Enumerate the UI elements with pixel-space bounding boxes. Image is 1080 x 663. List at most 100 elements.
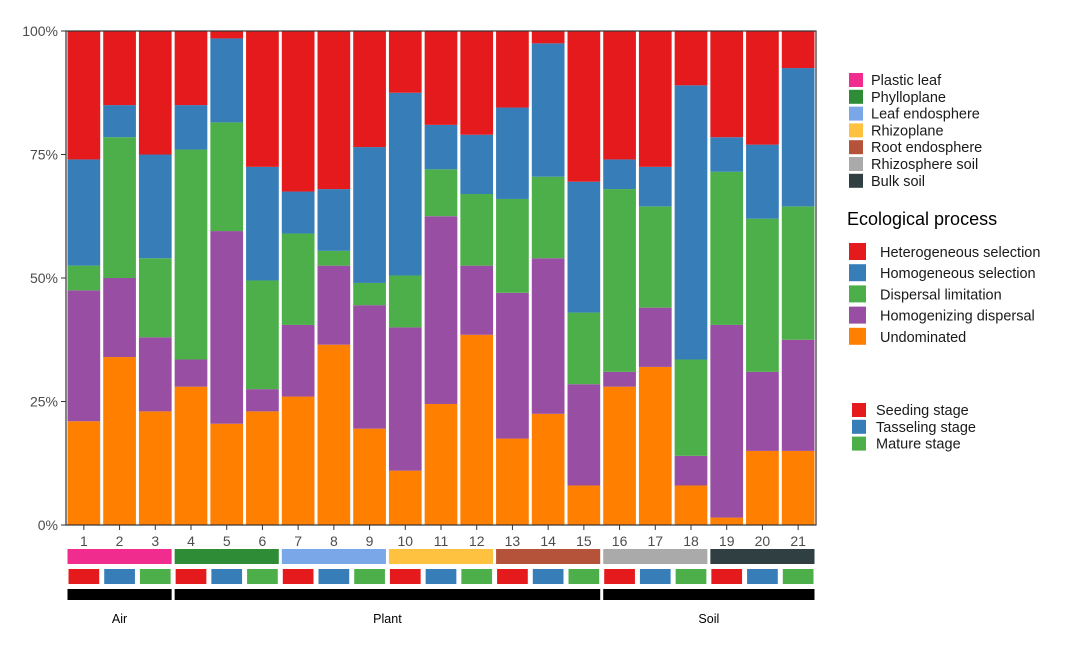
- stage-cell: [104, 569, 135, 584]
- legend-label: Leaf endosphere: [871, 107, 980, 123]
- habitat-band: [174, 589, 601, 600]
- bar-segment: [388, 275, 422, 328]
- legend-key: [849, 106, 863, 121]
- x-tick-label: 18: [683, 533, 699, 549]
- compartment-annotation-row: [67, 549, 815, 564]
- bar-segment: [603, 371, 636, 387]
- bar-segment: [210, 122, 244, 232]
- legend-key: [849, 89, 863, 104]
- bar-segment: [531, 43, 565, 177]
- bar-segment: [460, 334, 494, 525]
- bar-segment: [638, 166, 672, 207]
- stage-cell: [318, 569, 350, 584]
- bar-segment: [246, 389, 279, 412]
- bar-segment: [567, 384, 601, 486]
- legend-key: [849, 173, 863, 188]
- bar-segment: [353, 147, 386, 283]
- bar-segment: [210, 31, 244, 39]
- process-legend: Ecological process Heterogeneous selecti…: [847, 209, 1040, 346]
- stage-cell: [68, 569, 100, 584]
- x-tick-label: 4: [187, 533, 195, 549]
- stage-cell: [461, 569, 493, 584]
- x-tick-label: 16: [612, 533, 628, 549]
- bar-segment: [67, 159, 101, 266]
- bar-segment: [567, 31, 601, 182]
- bar-segment: [67, 31, 101, 160]
- legend-label: Heterogeneous selection: [880, 245, 1040, 261]
- stage-cell: [604, 569, 635, 584]
- x-tick-label: 13: [505, 533, 521, 549]
- bar-segment: [138, 411, 172, 525]
- bar-segment: [281, 233, 315, 325]
- bar-segment: [138, 337, 172, 412]
- bar-segment: [103, 278, 136, 358]
- bar-segment: [103, 31, 136, 106]
- bar-segment: [317, 265, 351, 345]
- bar-segment: [710, 31, 744, 138]
- stage-cell: [782, 569, 814, 584]
- legend-key: [849, 306, 866, 324]
- legend-label: Mature stage: [876, 437, 961, 453]
- x-axis: 1 2 3 4 5 6 7 8 9 10 11 12 13 14 15 16 17 18 19 20 21: [80, 525, 806, 549]
- bar-segment: [281, 191, 315, 234]
- bar-segment: [531, 176, 565, 259]
- bar-segment: [567, 181, 601, 313]
- stage-cell: [247, 569, 278, 584]
- x-tick-label: 6: [259, 533, 267, 549]
- legend-label: Homogeneous selection: [880, 266, 1036, 282]
- bar-segment: [531, 413, 565, 525]
- legend-label: Phylloplane: [871, 90, 946, 106]
- bar-segment: [138, 154, 172, 259]
- bar-segment: [710, 137, 744, 172]
- x-tick-label: 19: [719, 533, 735, 549]
- stage-annotation-row: [68, 569, 814, 584]
- bar-segment: [281, 31, 315, 192]
- legend-key: [849, 73, 863, 87]
- bar-segment: [567, 485, 601, 525]
- legend-key: [849, 123, 863, 138]
- x-tick-label: 20: [755, 533, 771, 549]
- bar-segment: [424, 31, 458, 125]
- bar-segment: [746, 371, 779, 451]
- bar-segment: [424, 403, 458, 525]
- stage-cell: [711, 569, 743, 584]
- x-tick-label: 15: [576, 533, 592, 549]
- bar-segment: [246, 411, 279, 525]
- legend-label: Plastic leaf: [871, 73, 942, 89]
- bar-segment: [460, 265, 494, 335]
- bar-segment: [638, 307, 672, 367]
- bar-segment: [531, 258, 565, 414]
- habitat-label: Plant: [373, 612, 402, 626]
- bar-segment: [67, 290, 101, 422]
- legend-key: [852, 436, 866, 451]
- x-tick-label: 9: [366, 533, 374, 549]
- bar-segment: [603, 159, 636, 190]
- compartment-band: [603, 549, 708, 564]
- stage-cell: [354, 569, 385, 584]
- legend-key: [849, 327, 866, 345]
- bar-segment: [496, 292, 529, 439]
- x-tick-label: 12: [469, 533, 485, 549]
- bar-segment: [567, 312, 601, 385]
- compartment-band: [710, 549, 815, 564]
- legend-label: Homogenizing dispersal: [880, 309, 1035, 325]
- bar-segment: [781, 206, 815, 340]
- bar-segment: [210, 423, 244, 525]
- bar-segment: [353, 282, 386, 306]
- bar-segment: [746, 144, 779, 219]
- bar-segment: [638, 366, 672, 525]
- legend-label: Root endosphere: [871, 140, 982, 156]
- compartment-band: [388, 549, 494, 564]
- bar-segment: [388, 92, 422, 276]
- habitat-label: Air: [112, 612, 127, 626]
- bar-segment: [67, 265, 101, 291]
- bar-segment: [603, 386, 636, 525]
- bar-segment: [638, 206, 672, 308]
- bar-segment: [674, 359, 708, 456]
- bar-segment: [496, 198, 529, 293]
- bar-segment: [460, 134, 494, 195]
- stage-cell: [425, 569, 457, 584]
- bar-segment: [174, 359, 208, 387]
